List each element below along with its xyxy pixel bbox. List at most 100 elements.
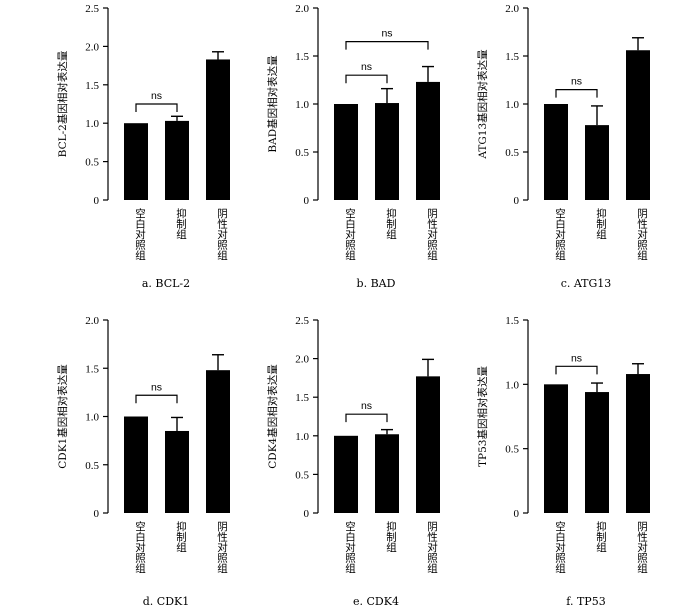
y-tick-label: 1.5 xyxy=(295,392,309,404)
bar-1 xyxy=(544,384,568,513)
category-label: 抑制组 xyxy=(385,520,397,552)
category-label: 抑制组 xyxy=(385,207,397,239)
y-tick-label: 1.5 xyxy=(85,363,99,375)
y-axis-label: TP53基因相对表达量 xyxy=(476,366,489,467)
y-tick-label: 0.5 xyxy=(85,460,99,472)
significance-label: ns xyxy=(361,61,372,73)
y-axis-label: CDK1基因相对表达量 xyxy=(56,364,69,469)
panel-caption: f. TP53 xyxy=(566,595,605,608)
category-label: 阴性对照组 xyxy=(426,521,438,574)
significance-bracket xyxy=(555,365,598,375)
y-tick-label: 1.5 xyxy=(505,315,519,327)
y-tick-label: 0.5 xyxy=(505,147,519,159)
significance-label: ns xyxy=(151,90,162,102)
panel-caption: c. ATG13 xyxy=(561,277,612,290)
bar-2 xyxy=(165,430,189,513)
y-tick-label: 0.5 xyxy=(295,147,309,159)
y-tick-label: 0.5 xyxy=(295,469,309,481)
y-tick-label: 2.0 xyxy=(85,41,99,53)
category-label: 空白对照组 xyxy=(344,207,356,260)
category-label: 阴性对照组 xyxy=(636,521,648,574)
bar-1 xyxy=(544,104,568,200)
y-tick-label: 0 xyxy=(94,508,100,520)
bar-3 xyxy=(416,81,440,200)
bar-2 xyxy=(375,434,399,513)
category-label: 阴性对照组 xyxy=(636,208,648,261)
category-label: 空白对照组 xyxy=(554,207,566,260)
y-tick-label: 1.0 xyxy=(295,99,309,111)
y-tick-label: 1.5 xyxy=(505,51,519,63)
category-label: 空白对照组 xyxy=(344,520,356,573)
category-label: 阴性对照组 xyxy=(216,208,228,261)
y-tick-label: 1.0 xyxy=(505,99,519,111)
significance-label: ns xyxy=(361,400,372,412)
category-label: 抑制组 xyxy=(175,207,187,239)
y-tick-label: 2.0 xyxy=(85,315,99,327)
significance-label: ns xyxy=(381,28,392,40)
y-tick-label: 0 xyxy=(94,195,100,207)
bar-3 xyxy=(416,376,440,513)
y-axis-label: BAD基因相对表达量 xyxy=(266,55,279,153)
y-tick-label: 2.5 xyxy=(295,315,309,327)
y-axis-label: ATG13基因相对表达量 xyxy=(476,49,489,160)
category-label: 阴性对照组 xyxy=(426,208,438,261)
category-label: 阴性对照组 xyxy=(216,521,228,574)
y-tick-label: 1.0 xyxy=(295,431,309,443)
y-tick-label: 0 xyxy=(304,195,310,207)
bar-2 xyxy=(375,103,399,200)
bar-2 xyxy=(585,125,609,200)
category-label: 抑制组 xyxy=(595,207,607,239)
y-tick-label: 2.5 xyxy=(85,3,99,15)
significance-bracket xyxy=(135,394,178,404)
significance-bracket xyxy=(345,413,388,423)
significance-bracket xyxy=(555,89,598,98)
y-tick-label: 2.0 xyxy=(295,354,309,366)
category-label: 抑制组 xyxy=(595,520,607,552)
y-tick-label: 1.0 xyxy=(85,118,99,130)
bar-1 xyxy=(124,123,148,200)
y-tick-label: 0 xyxy=(514,195,520,207)
panel-caption: a. BCL-2 xyxy=(142,277,190,290)
y-tick-label: 2.0 xyxy=(505,3,519,15)
bar-3 xyxy=(206,370,230,513)
y-tick-label: 0 xyxy=(304,508,310,520)
y-tick-label: 1.0 xyxy=(505,379,519,391)
y-tick-label: 0.5 xyxy=(505,444,519,456)
bar-2 xyxy=(165,120,189,200)
significance-bracket xyxy=(345,74,388,84)
category-label: 空白对照组 xyxy=(134,520,146,573)
y-tick-label: 2.0 xyxy=(295,3,309,15)
significance-label: ns xyxy=(571,76,582,88)
y-axis-label: BCL-2基因相对表达量 xyxy=(56,50,69,157)
panel-caption: b. BAD xyxy=(357,277,396,290)
bar-1 xyxy=(334,104,358,200)
significance-label: ns xyxy=(151,381,162,393)
y-axis-label: CDK4基因相对表达量 xyxy=(266,364,279,469)
category-label: 抑制组 xyxy=(175,520,187,552)
bar-3 xyxy=(206,59,230,201)
y-tick-label: 0.5 xyxy=(85,157,99,169)
bar-3 xyxy=(626,50,650,200)
bar-2 xyxy=(585,392,609,513)
panel-caption: e. CDK4 xyxy=(353,595,399,608)
significance-bracket xyxy=(345,41,429,50)
bar-1 xyxy=(124,416,148,513)
y-tick-label: 1.5 xyxy=(295,51,309,63)
y-tick-label: 0 xyxy=(514,508,520,520)
y-tick-label: 1.0 xyxy=(85,412,99,424)
significance-label: ns xyxy=(571,352,582,364)
category-label: 空白对照组 xyxy=(554,520,566,573)
bar-3 xyxy=(626,374,650,513)
significance-bracket xyxy=(135,103,178,112)
category-label: 空白对照组 xyxy=(134,207,146,260)
bar-1 xyxy=(334,435,358,513)
panel-caption: d. CDK1 xyxy=(143,595,190,608)
y-tick-label: 1.5 xyxy=(85,80,99,92)
